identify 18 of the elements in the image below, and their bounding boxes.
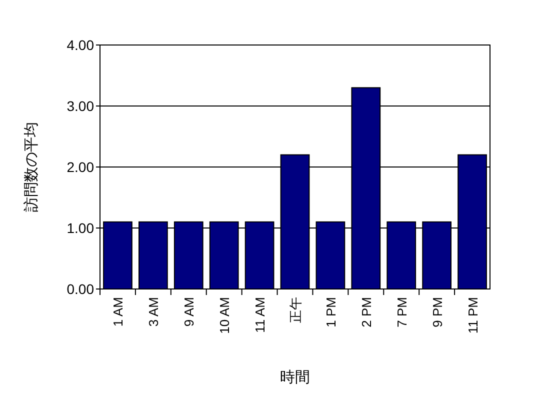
x-tick-label: 9 AM <box>182 297 197 327</box>
y-tick-label: 0.00 <box>66 281 94 297</box>
x-tick-label: 11 PM <box>465 297 480 334</box>
x-tick-label: 7 PM <box>394 297 410 328</box>
x-tick-label: 3 AM <box>146 297 162 327</box>
x-tick-label: 9 PM <box>430 297 445 328</box>
x-tick-label: 10 AM <box>217 297 232 334</box>
x-axis-title: 時間 <box>280 369 310 386</box>
y-tick-label: 4.00 <box>66 37 94 53</box>
x-tick-label: 1 AM <box>110 297 126 327</box>
y-axis-title: 訪問数の平均 <box>23 122 40 212</box>
y-tick-label: 1.00 <box>66 220 94 236</box>
y-tick-label: 3.00 <box>66 98 94 114</box>
x-tick-label: 11 AM <box>252 297 268 333</box>
x-tick-label: 2 PM <box>358 297 374 328</box>
y-tick-label: 2.00 <box>66 159 94 175</box>
x-tick-label: 1 PM <box>323 297 338 328</box>
x-tick-label: 正午 <box>288 297 303 323</box>
